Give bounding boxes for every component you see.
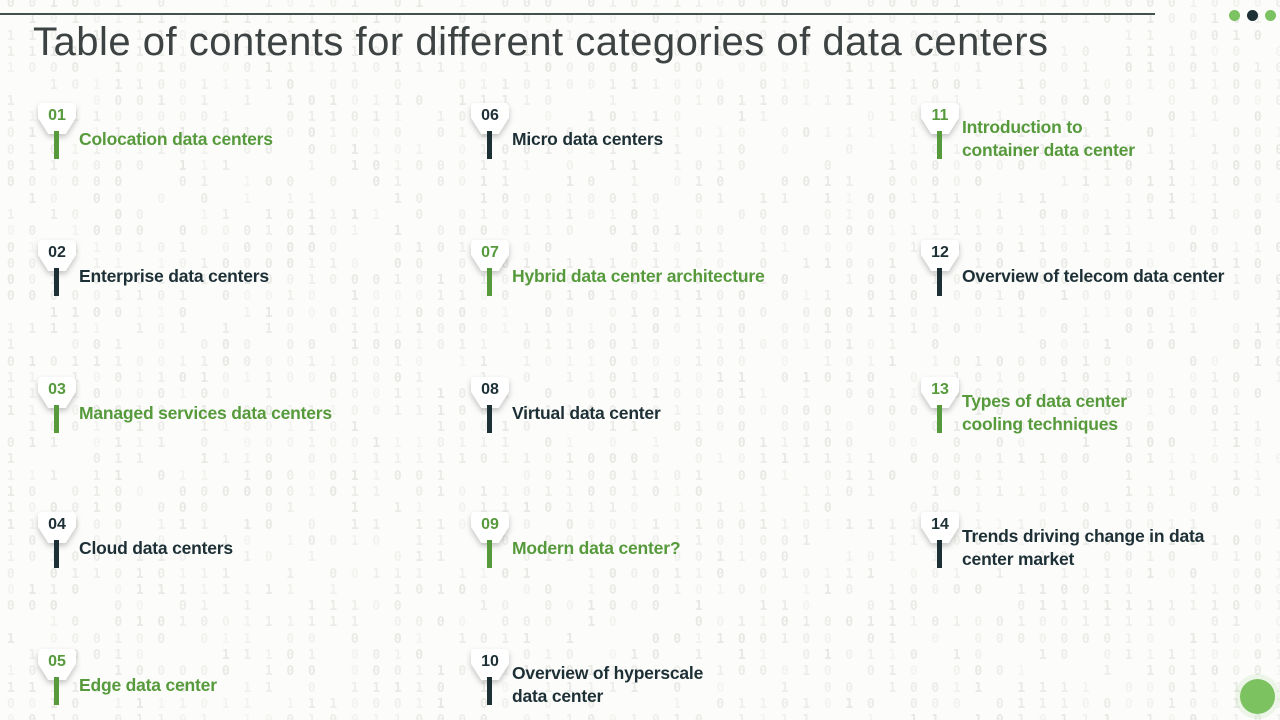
toc-item-07[interactable]: 07 Hybrid data center architecture — [471, 240, 891, 302]
item-number: 05 — [38, 649, 76, 680]
item-label: Enterprise data centers — [79, 265, 269, 286]
item-tick-bar — [487, 268, 492, 296]
toc-item-04[interactable]: 04 Cloud data centers — [38, 512, 458, 574]
item-number: 03 — [38, 377, 76, 408]
item-label: Hybrid data center architecture — [512, 265, 765, 286]
window-dot-2 — [1247, 10, 1258, 21]
item-number: 04 — [38, 512, 76, 543]
toc-item-02[interactable]: 02 Enterprise data centers — [38, 240, 458, 302]
item-number-badge: 04 — [38, 512, 76, 543]
item-label: Modern data center? — [512, 537, 681, 558]
item-number: 12 — [921, 240, 959, 271]
item-number-badge: 01 — [38, 103, 76, 134]
item-number: 06 — [471, 103, 509, 134]
item-number-badge: 07 — [471, 240, 509, 271]
item-label: Edge data center — [79, 674, 217, 695]
item-tick-bar — [487, 405, 492, 433]
item-label: Overview of telecom data center — [962, 265, 1225, 286]
window-dots — [1222, 8, 1276, 26]
item-tick-bar — [54, 131, 59, 159]
toc-item-05[interactable]: 05 Edge data center — [38, 649, 458, 711]
page-title: Table of contents for different categori… — [33, 20, 1049, 64]
item-number: 07 — [471, 240, 509, 271]
item-number-badge: 09 — [471, 512, 509, 543]
item-label: Virtual data center — [512, 402, 661, 423]
item-number: 11 — [921, 103, 959, 134]
item-label: Cloud data centers — [79, 537, 233, 558]
toc-item-11[interactable]: 11 Introduction to container data center — [921, 103, 1280, 165]
window-dot-3 — [1265, 10, 1276, 21]
toc-item-12[interactable]: 12 Overview of telecom data center — [921, 240, 1280, 302]
window-dot-1 — [1229, 10, 1240, 21]
item-number: 09 — [471, 512, 509, 543]
item-number: 01 — [38, 103, 76, 134]
item-number: 08 — [471, 377, 509, 408]
toc-item-10[interactable]: 10 Overview of hyperscale data center — [471, 649, 891, 711]
item-number: 14 — [921, 512, 959, 543]
item-tick-bar — [487, 677, 492, 705]
toc-item-14[interactable]: 14 Trends driving change in data center m… — [921, 512, 1280, 574]
item-number: 02 — [38, 240, 76, 271]
toc-item-03[interactable]: 03 Managed services data centers — [38, 377, 458, 439]
item-number-badge: 13 — [921, 377, 959, 408]
item-tick-bar — [937, 268, 942, 296]
decor-circle — [1240, 679, 1275, 714]
item-number: 10 — [471, 649, 509, 680]
toc-item-09[interactable]: 09 Modern data center? — [471, 512, 891, 574]
item-label: Introduction to container data center — [962, 117, 1135, 160]
item-tick-bar — [54, 268, 59, 296]
item-number: 13 — [921, 377, 959, 408]
item-tick-bar — [937, 540, 942, 568]
item-label: Managed services data centers — [79, 402, 332, 423]
item-number-badge: 02 — [38, 240, 76, 271]
top-divider-line — [0, 13, 1155, 15]
item-tick-bar — [487, 131, 492, 159]
item-number-badge: 14 — [921, 512, 959, 543]
item-tick-bar — [937, 405, 942, 433]
item-number-badge: 08 — [471, 377, 509, 408]
toc-item-06[interactable]: 06 Micro data centers — [471, 103, 891, 165]
item-number-badge: 12 — [921, 240, 959, 271]
toc-item-13[interactable]: 13 Types of data center cooling technique… — [921, 377, 1280, 439]
item-label: Colocation data centers — [79, 128, 273, 149]
item-label: Types of data center cooling techniques — [962, 391, 1127, 434]
item-number-badge: 11 — [921, 103, 959, 134]
item-label: Micro data centers — [512, 128, 664, 149]
toc-item-01[interactable]: 01 Colocation data centers — [38, 103, 458, 165]
toc-item-08[interactable]: 08 Virtual data center — [471, 377, 891, 439]
item-number-badge: 06 — [471, 103, 509, 134]
item-tick-bar — [54, 405, 59, 433]
item-tick-bar — [487, 540, 492, 568]
item-tick-bar — [937, 131, 942, 159]
item-number-badge: 10 — [471, 649, 509, 680]
item-number-badge: 05 — [38, 649, 76, 680]
item-tick-bar — [54, 677, 59, 705]
item-number-badge: 03 — [38, 377, 76, 408]
item-label: Overview of hyperscale data center — [512, 663, 704, 706]
item-label: Trends driving change in data center mar… — [962, 526, 1205, 569]
item-tick-bar — [54, 540, 59, 568]
